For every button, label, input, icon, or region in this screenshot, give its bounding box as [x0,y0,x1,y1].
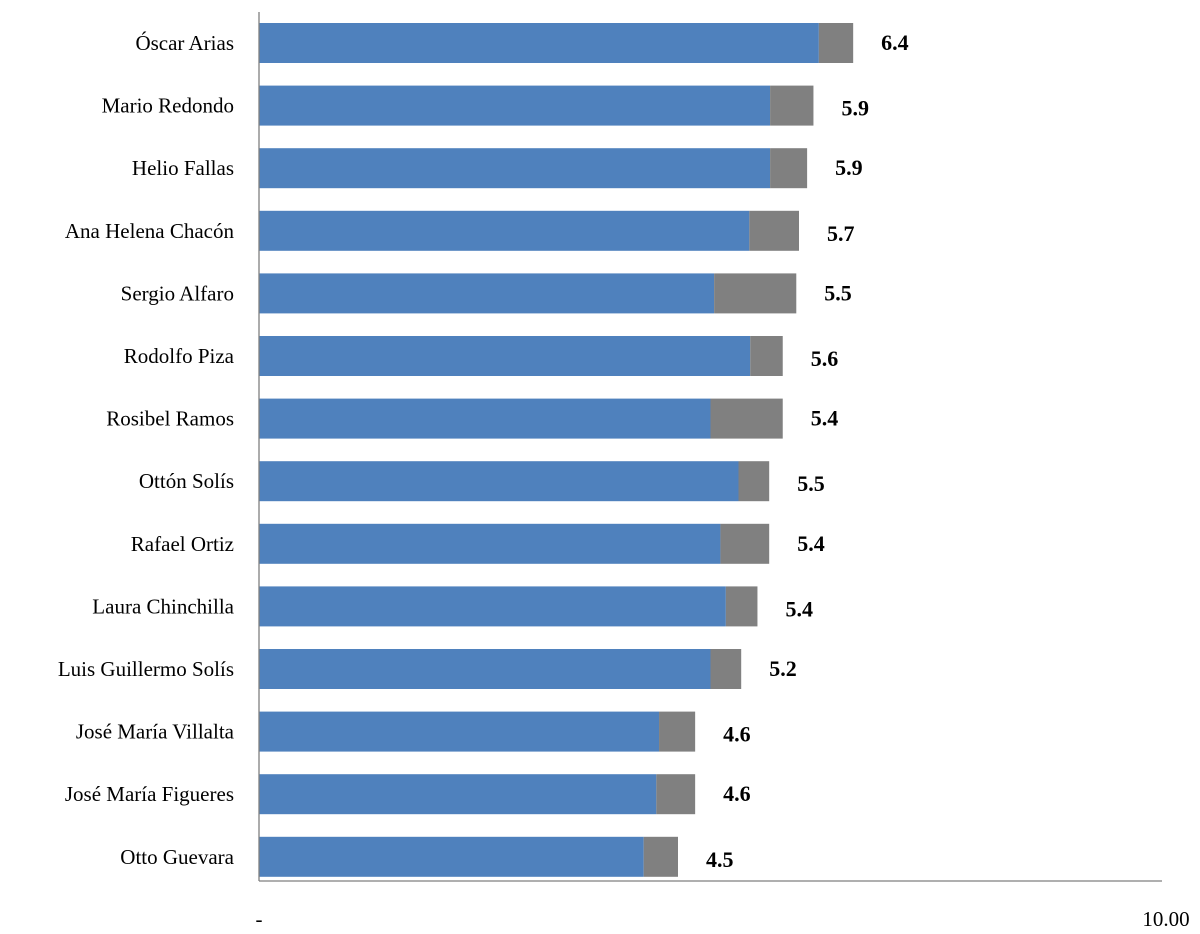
bar-segment-2 [643,836,678,877]
bar-segment-2 [738,461,770,502]
bar-segment-2 [710,398,783,439]
bar-segment-1 [259,774,657,815]
category-label: Ottón Solís [139,469,234,493]
bar-segment-1 [259,836,644,877]
data-label: 4.6 [723,781,751,806]
bar-segment-2 [749,210,799,251]
x-tick-label-max: 10.00 [1142,907,1189,931]
bar-segment-2 [770,148,808,189]
category-label: Helio Fallas [132,156,234,180]
category-label: Mario Redondo [102,94,234,118]
data-label: 5.2 [769,656,797,681]
data-label: 4.5 [706,847,734,872]
data-label: 5.9 [841,96,869,121]
bar-segment-2 [720,523,770,564]
bar-segment-1 [259,461,739,502]
category-label: Luis Guillermo Solís [58,657,234,681]
bar-segment-1 [259,523,721,564]
data-label: 5.5 [824,280,852,305]
data-label: 5.5 [797,471,825,496]
bar-segment-2 [710,649,742,689]
bar-segment-1 [259,336,751,376]
category-label: Óscar Arias [135,31,234,55]
bars-layer [259,23,854,877]
bar-segment-1 [259,23,819,63]
bar-segment-1 [259,148,771,189]
category-label: Ana Helena Chacón [65,219,235,243]
category-label: Otto Guevara [120,845,234,869]
bar-segment-2 [750,336,783,376]
bar-segment-2 [656,774,696,815]
category-label: Rosibel Ramos [106,407,234,431]
bar-segment-2 [725,586,758,627]
category-label: Sergio Alfaro [121,281,234,305]
data-label: 5.6 [811,346,839,371]
category-label: Rafael Ortiz [131,532,234,556]
bar-segment-2 [818,23,854,63]
category-label: Laura Chinchilla [92,594,234,618]
data-label: 5.7 [827,221,855,246]
category-label: José María Villalta [76,720,235,744]
bar-segment-1 [259,273,715,314]
data-label: 4.6 [723,722,751,747]
bar-segment-1 [259,711,660,752]
bar-segment-2 [659,711,696,752]
data-label: 5.4 [785,596,813,621]
category-label: José María Figueres [65,782,234,806]
data-label: 5.4 [811,406,839,431]
bar-segment-2 [714,273,797,314]
data-label: 6.4 [881,30,909,55]
data-label: 5.4 [797,531,825,556]
bar-segment-1 [259,85,771,126]
category-labels: Óscar Arias Mario Redondo Helio Fallas Ana … [58,31,235,869]
bar-segment-1 [259,586,726,627]
data-label: 5.9 [835,155,863,180]
data-labels: 6.4 5.9 5.9 5.7 5.5 5.6 5.4 5.5 5.4 5.4 5.2 4.6 4.6 4… [706,30,909,872]
bar-segment-1 [259,210,750,251]
bar-segment-2 [770,85,814,126]
x-tick-label-min: - [256,907,263,931]
bar-segment-1 [259,649,711,689]
category-label: Rodolfo Piza [124,344,235,368]
bar-segment-1 [259,398,711,439]
